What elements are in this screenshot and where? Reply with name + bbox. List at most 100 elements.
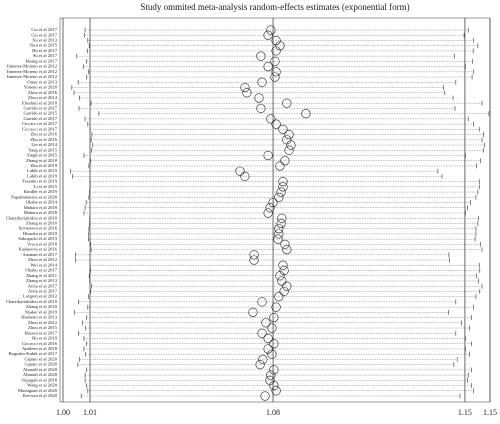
estimate <box>275 271 285 281</box>
study-label: Zhou et al 2015 <box>28 325 58 330</box>
x-tick-label: 1.00 <box>56 408 70 417</box>
study-label: Zhu et al 2016 <box>30 137 57 142</box>
x-tick-label: 1.08 <box>266 408 280 417</box>
estimate <box>257 77 267 87</box>
estimate <box>266 25 276 35</box>
study-label: Srivastava et al 2016 <box>19 226 58 231</box>
study-label: Hashemi et al 2013 <box>21 315 57 320</box>
study-label: Boguska-Kubik et al 2017 <box>9 351 58 356</box>
estimate <box>271 46 281 56</box>
estimate <box>242 88 252 98</box>
estimate <box>269 312 279 323</box>
estimate <box>256 51 266 61</box>
estimate <box>263 208 273 218</box>
study-label: Hu et al 2017 <box>32 48 58 53</box>
study-label: Ahmadi et al 2020 <box>23 367 58 372</box>
estimate <box>265 375 275 385</box>
study-label: Vreca et al 2018 <box>27 241 58 246</box>
study-label: Vera et al 2015 <box>29 43 57 48</box>
study-label: Wang et al 2020 <box>27 383 58 388</box>
study-label: Ayadeen et al 2018 <box>22 346 58 351</box>
study-label: Okabe et al 2014 <box>26 200 58 205</box>
estimate <box>271 119 281 129</box>
estimate <box>260 391 270 401</box>
study-label: Keewan et al 2020 <box>23 393 58 398</box>
plot-frame <box>59 17 491 403</box>
study-label: Labib et al 2019 <box>27 173 58 178</box>
estimate <box>280 239 290 249</box>
estimate <box>266 370 276 380</box>
estimate <box>249 255 259 265</box>
estimate <box>282 98 292 108</box>
study-label: Garrido et al 2017 <box>23 105 57 110</box>
study-label: Wei et al 2014 <box>30 262 57 267</box>
estimate <box>286 140 296 150</box>
study-label: Ciccacci et al 2016 <box>22 341 58 346</box>
study-label: Garrido et al 2017 <box>23 116 57 121</box>
study-label: Ahmadi et al 2020 <box>23 372 58 377</box>
estimate <box>274 292 284 302</box>
estimate <box>274 192 284 202</box>
study-label: Mahara et al 2018 <box>24 210 58 215</box>
estimate <box>263 61 273 72</box>
study-label: Chatzikyriakidou et al 2010 <box>6 299 58 304</box>
study-label: Hu et al 2019 <box>32 336 58 341</box>
study-label: Cai et al 2017 <box>31 32 57 37</box>
estimate <box>266 114 276 124</box>
study-label: Zhou et al 2012 <box>28 257 58 262</box>
study-label: Fesenko et al 2019 <box>22 179 57 184</box>
estimate <box>271 67 281 77</box>
estimate <box>268 197 278 208</box>
estimate <box>270 72 280 82</box>
estimate <box>240 82 250 93</box>
estimate <box>279 286 289 297</box>
estimate <box>257 297 267 307</box>
study-label: Ebrahim et al 2018 <box>22 100 58 105</box>
estimate <box>240 171 250 181</box>
study-label: Zhang et al 2018 <box>26 158 58 163</box>
study-label: Papathanasiou et al 2020 <box>11 194 58 199</box>
estimate <box>274 224 284 234</box>
study-label: Mahara et al 2018 <box>24 205 58 210</box>
study-label: Singh et al 2015 <box>27 153 58 158</box>
study-label: Caputo et al 2020 <box>24 362 57 367</box>
estimate <box>278 260 288 270</box>
study-label: Zhou et al 2016 <box>28 90 58 95</box>
estimate <box>301 109 311 119</box>
study-label: Shaker et al 2019 <box>25 309 58 314</box>
estimate <box>284 145 294 155</box>
estimate <box>278 182 288 192</box>
estimate <box>270 56 280 66</box>
estimate <box>263 150 273 161</box>
estimate <box>284 129 294 140</box>
study-label: Jimenez-Moreno et al 2012 <box>7 64 58 69</box>
study-label: Hoang et al 2017 <box>25 58 57 63</box>
study-label: Zhu et al 2019 <box>30 163 57 168</box>
study-label: Zhang et al 2011 <box>26 273 58 278</box>
study-label: Kaidarova et al 2016 <box>19 247 58 252</box>
estimate <box>267 323 277 333</box>
study-label: Jimenez-Moreno et al 2012 <box>7 74 58 79</box>
estimate <box>248 307 258 317</box>
study-label: Omer et al 2013 <box>27 79 57 84</box>
estimate <box>263 333 273 344</box>
estimate <box>235 166 245 176</box>
study-label: Yang et al 2015 <box>28 147 57 152</box>
estimate <box>258 354 268 365</box>
estimate <box>257 328 267 338</box>
study-label: Cai et al 2017 <box>31 27 57 32</box>
estimate <box>277 276 287 286</box>
study-label: Li et al 2015 <box>34 184 58 189</box>
estimate <box>278 124 288 134</box>
estimate <box>273 234 283 244</box>
estimate <box>267 349 277 359</box>
estimate <box>282 281 292 291</box>
estimate <box>254 93 264 103</box>
estimate <box>269 365 279 375</box>
study-label: Avila et al 2017 <box>28 288 58 293</box>
estimate <box>278 177 288 187</box>
estimate <box>277 213 287 223</box>
study-label: Jimenez-Moreno et al 2012 <box>7 69 58 74</box>
estimate <box>261 318 271 328</box>
study-label: Zhu et al 2016 <box>30 132 57 137</box>
